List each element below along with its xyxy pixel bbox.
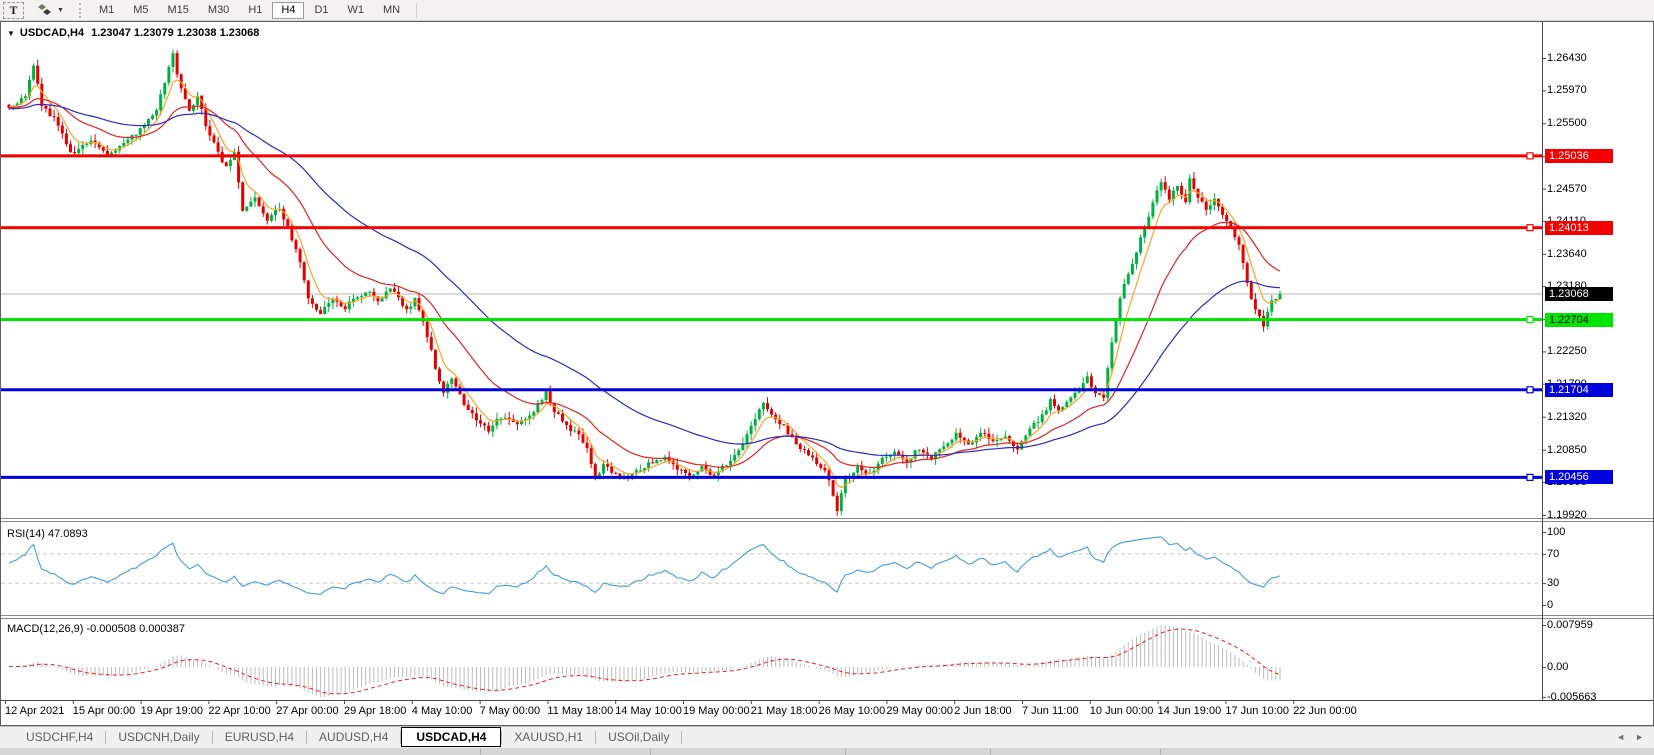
chart-tab-audusd-h4[interactable]: AUDUSD,H4	[319, 730, 389, 744]
chart-symbol-label: USDCAD,H4	[19, 27, 85, 39]
tab-divider	[105, 730, 107, 744]
time-axis-label: 17 Jun 10:00	[1225, 705, 1290, 717]
time-axis-label: 26 May 10:00	[818, 705, 886, 717]
price-line-label: 1.24013	[1545, 220, 1613, 235]
chart-window: ▼ USDCAD,H4 1.23047 1.23079 1.23038 1.2306…	[0, 21, 1654, 726]
price-line-label: 1.22704	[1545, 312, 1613, 327]
time-axis-label: 22 Apr 10:00	[208, 705, 271, 717]
time-axis-label: 2 Jun 18:00	[954, 705, 1012, 717]
time-axis-label: 7 Jun 11:00	[1022, 705, 1079, 717]
tab-scroll-left-icon[interactable]: ◄	[1616, 732, 1626, 742]
timeframe-button-mn[interactable]: MN	[374, 2, 409, 19]
time-axis-label: 12 Apr 2021	[5, 705, 65, 717]
chart-tab-usdcad-h4[interactable]: USDCAD,H4	[401, 727, 502, 747]
toolbar-grip[interactable]	[78, 2, 84, 18]
rsi-indicator-label: RSI(14) 47.0893	[7, 528, 88, 540]
toolbar-separator	[416, 2, 418, 18]
price-axis-tick: 1.24570	[1547, 182, 1587, 195]
time-axis-label: 14 May 10:00	[615, 705, 682, 717]
timeframe-button-group: M1 M5 M15 M30 H1 H4 D1 W1 MN	[90, 1, 410, 19]
dropdown-caret-icon: ▼	[57, 6, 64, 14]
price-axis-tick: 1.25970	[1547, 84, 1587, 97]
time-axis-label: 11 May 18:00	[547, 705, 614, 717]
rsi-axis-tick: 0	[1547, 599, 1554, 611]
chart-style-tool-button[interactable]: ▼	[34, 2, 67, 19]
macd-axis-tick: 0.007959	[1547, 618, 1593, 631]
price-axis-tick: 1.22250	[1547, 345, 1587, 358]
price-axis-tick: 1.19920	[1547, 509, 1587, 521]
macd-axis-tick: -0.005663	[1547, 690, 1597, 703]
text-tool-button[interactable]: T	[3, 1, 24, 19]
time-axis-label: 29 Apr 18:00	[344, 705, 407, 717]
price-line-label: 1.20456	[1545, 470, 1613, 485]
time-axis-label: 27 Apr 00:00	[276, 705, 339, 717]
price-axis-tick: 1.23640	[1547, 247, 1587, 260]
time-axis-label: 21 May 18:00	[750, 705, 818, 717]
chart-tab-usoil-daily[interactable]: USOil,Daily	[608, 730, 670, 744]
chart-tabs: USDCHF,H4 USDCNH,Daily EURUSD,H4 AUDUSD,H4 U…	[14, 727, 683, 747]
time-axis-label: 29 May 00:00	[886, 705, 954, 717]
time-axis-label: 10 Jun 00:00	[1089, 705, 1154, 717]
tab-divider	[211, 730, 213, 744]
timeframe-button-d1[interactable]: D1	[305, 2, 337, 19]
status-bar	[0, 747, 1654, 755]
time-axis-label: 7 May 00:00	[479, 705, 541, 717]
chart-title: ▼ USDCAD,H4 1.23047 1.23079 1.23038 1.2306…	[7, 27, 259, 39]
tab-divider	[400, 730, 402, 744]
price-line-label: 1.25036	[1545, 148, 1613, 163]
chart-tab-xauusd-h1[interactable]: XAUUSD,H1	[514, 730, 584, 744]
price-axis-tick: 1.25500	[1547, 117, 1587, 130]
timeframe-button-w1[interactable]: W1	[339, 2, 374, 19]
chart-tab-usdcnh-daily[interactable]: USDCNH,Daily	[118, 730, 200, 744]
tab-divider	[501, 730, 503, 744]
price-line-label: 1.21704	[1545, 382, 1613, 397]
diamond-arrows-icon	[38, 4, 51, 15]
time-axis-label: 19 Apr 19:00	[140, 705, 203, 717]
price-axis-tick: 1.21320	[1547, 410, 1587, 423]
macd-axis-tick: 0.00	[1547, 661, 1569, 673]
timeframe-button-m5[interactable]: M5	[124, 2, 157, 19]
macd-indicator-label: MACD(12,26,9) -0.000508 0.000387	[7, 623, 185, 635]
time-axis-label: 4 May 10:00	[411, 705, 473, 717]
chart-tab-eurusd-h4[interactable]: EURUSD,H4	[224, 730, 295, 744]
time-axis-label: 14 Jun 19:00	[1157, 705, 1222, 717]
price-axis-tick: 1.20850	[1547, 443, 1587, 456]
tab-divider	[306, 730, 308, 744]
tab-scroll-right-icon[interactable]: ►	[1635, 732, 1644, 742]
chart-ohlc-values: 1.23047 1.23079 1.23038 1.23068	[91, 27, 260, 39]
chart-collapse-icon[interactable]: ▼	[7, 29, 15, 38]
price-axis-tick: 1.26430	[1547, 51, 1587, 64]
rsi-axis-tick: 100	[1547, 526, 1566, 538]
rsi-axis-tick: 30	[1547, 577, 1560, 590]
timeframe-button-h4[interactable]: H4	[272, 1, 305, 19]
tab-divider	[595, 730, 597, 744]
price-chart-canvas[interactable]	[1, 22, 1653, 725]
tab-divider	[681, 730, 683, 744]
chart-tabs-bar: USDCHF,H4 USDCNH,Daily EURUSD,H4 AUDUSD,H4 U…	[0, 726, 1654, 747]
chart-tab-usdchf-h4[interactable]: USDCHF,H4	[26, 730, 94, 744]
timeframe-button-m30[interactable]: M30	[199, 2, 238, 19]
timeframe-button-m15[interactable]: M15	[159, 2, 198, 19]
time-axis-label: 19 May 00:00	[683, 705, 750, 717]
rsi-axis-tick: 70	[1547, 547, 1560, 560]
timeframe-button-h1[interactable]: H1	[239, 2, 271, 19]
top-toolbar: T ▼ M1 M5 M15 M30 H1 H4 D1 W1 MN	[0, 0, 1654, 21]
time-axis-label: 15 Apr 00:00	[72, 705, 136, 717]
time-axis-label: 22 Jun 00:00	[1293, 705, 1357, 717]
timeframe-button-m1[interactable]: M1	[90, 2, 123, 19]
current-price-label: 1.23068	[1545, 287, 1613, 301]
